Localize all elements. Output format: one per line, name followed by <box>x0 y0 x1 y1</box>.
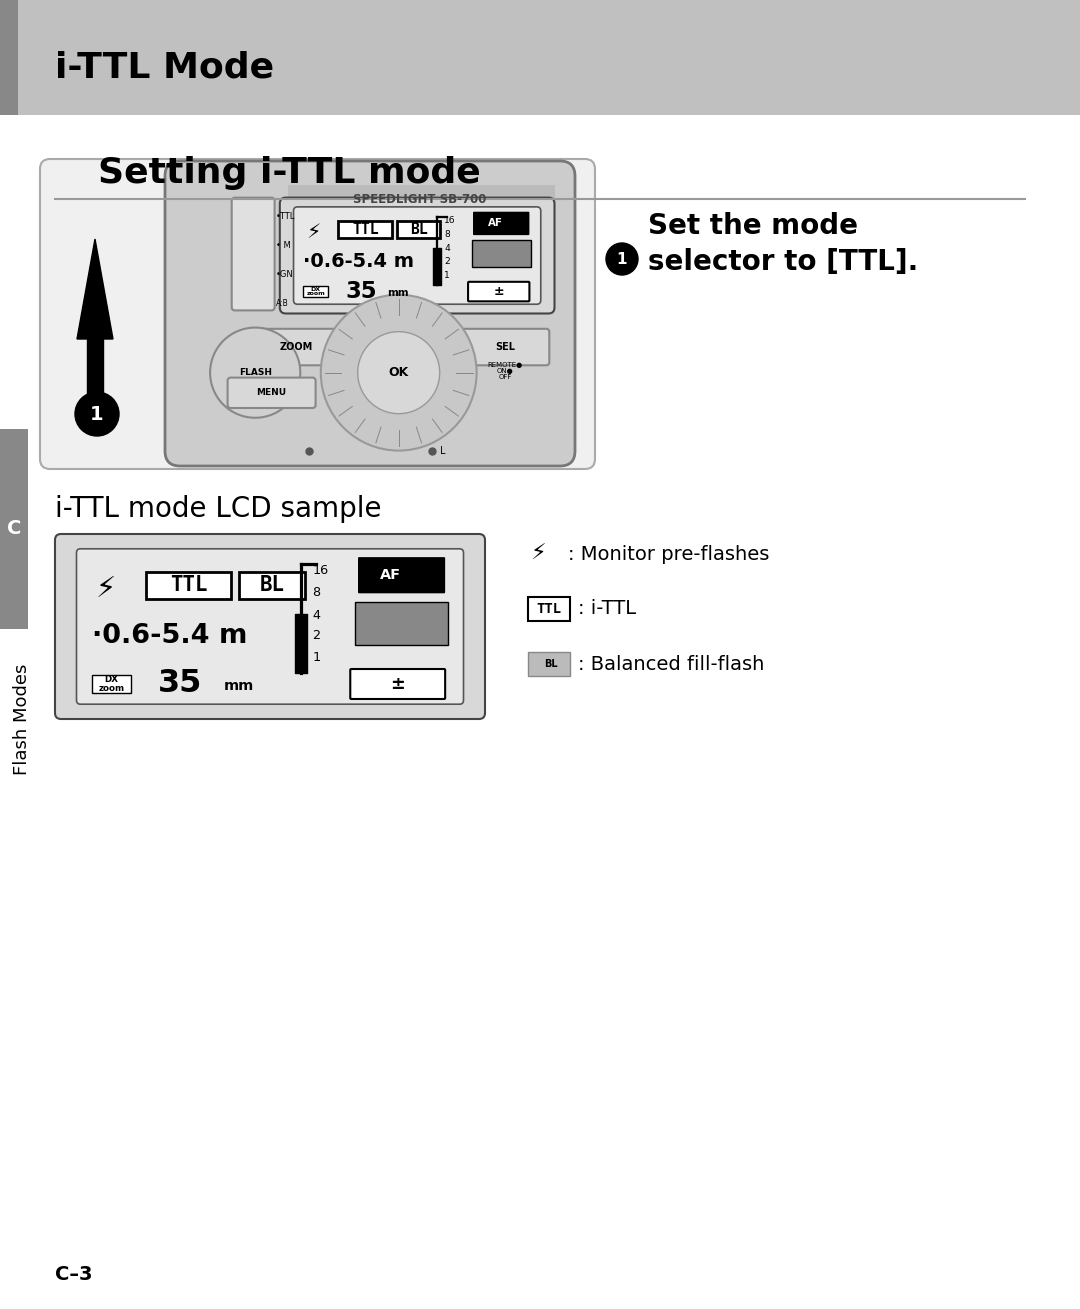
Text: ⚡: ⚡ <box>306 223 321 242</box>
Text: A:B: A:B <box>275 298 288 308</box>
FancyBboxPatch shape <box>294 207 541 304</box>
Text: MENU: MENU <box>257 389 286 398</box>
Text: 4: 4 <box>444 245 450 253</box>
Text: • M: • M <box>275 241 291 250</box>
Text: DX
zoom: DX zoom <box>98 675 124 692</box>
FancyBboxPatch shape <box>350 669 445 699</box>
FancyBboxPatch shape <box>228 377 315 408</box>
Text: 1: 1 <box>312 651 321 664</box>
Text: BL: BL <box>409 223 428 237</box>
Text: Set the mode
selector to [TTL].: Set the mode selector to [TTL]. <box>648 212 918 276</box>
Text: 1: 1 <box>444 271 450 280</box>
Text: TTL: TTL <box>352 223 379 237</box>
Text: : i-TTL: : i-TTL <box>578 600 636 618</box>
FancyBboxPatch shape <box>55 534 485 719</box>
Circle shape <box>357 331 440 414</box>
Text: DX
zoom: DX zoom <box>307 287 325 296</box>
Bar <box>0 0 1080 115</box>
Text: 2: 2 <box>444 257 450 266</box>
FancyBboxPatch shape <box>40 158 595 469</box>
FancyBboxPatch shape <box>232 198 274 310</box>
Text: : Monitor pre-flashes: : Monitor pre-flashes <box>568 545 769 563</box>
Text: Flash Modes: Flash Modes <box>13 664 31 775</box>
Text: •TTL: •TTL <box>275 212 295 221</box>
Circle shape <box>606 243 638 275</box>
Text: i-TTL Mode: i-TTL Mode <box>55 51 274 85</box>
Text: 8: 8 <box>312 586 321 598</box>
Bar <box>303 285 328 297</box>
Text: 35: 35 <box>158 669 202 699</box>
Text: SEL: SEL <box>496 342 515 352</box>
Polygon shape <box>77 240 113 339</box>
Text: FLASH: FLASH <box>239 368 272 377</box>
Bar <box>355 602 448 645</box>
FancyBboxPatch shape <box>165 161 575 466</box>
Text: 1: 1 <box>91 404 104 424</box>
FancyBboxPatch shape <box>357 558 445 593</box>
Bar <box>472 240 531 267</box>
Bar <box>338 221 392 238</box>
Text: AF: AF <box>487 219 502 229</box>
Text: TTL: TTL <box>170 576 207 596</box>
Text: SPEEDLIGHT SB-700: SPEEDLIGHT SB-700 <box>352 192 486 206</box>
Bar <box>0 429 28 630</box>
Text: OK: OK <box>389 367 409 380</box>
Text: ZOOM: ZOOM <box>280 342 313 352</box>
Text: BL: BL <box>544 658 557 669</box>
Text: ·0.6-5.4 m: ·0.6-5.4 m <box>92 623 247 649</box>
Text: AF: AF <box>380 568 402 583</box>
Bar <box>0 0 18 115</box>
Text: C: C <box>6 520 22 538</box>
Polygon shape <box>87 334 103 399</box>
Text: ⚡: ⚡ <box>530 545 545 564</box>
Text: TTL: TTL <box>537 602 562 617</box>
Text: : Balanced fill-flash: : Balanced fill-flash <box>578 654 765 674</box>
Text: Setting i-TTL mode: Setting i-TTL mode <box>98 156 481 190</box>
Bar <box>397 221 440 238</box>
Text: •GN: •GN <box>275 270 294 279</box>
Text: L: L <box>440 446 445 456</box>
Bar <box>528 652 570 675</box>
FancyBboxPatch shape <box>473 212 529 236</box>
Circle shape <box>321 295 476 450</box>
Bar <box>239 572 306 598</box>
Text: REMOTE●
ON●
OFF: REMOTE● ON● OFF <box>488 363 523 381</box>
Text: 16: 16 <box>444 216 456 225</box>
FancyBboxPatch shape <box>280 198 554 313</box>
Text: 8: 8 <box>444 229 450 238</box>
FancyBboxPatch shape <box>468 281 529 301</box>
Bar <box>288 186 554 216</box>
Circle shape <box>211 327 300 418</box>
Text: 35: 35 <box>346 280 377 304</box>
Text: 1: 1 <box>617 251 627 267</box>
Text: i-TTL mode LCD sample: i-TTL mode LCD sample <box>55 495 381 524</box>
FancyBboxPatch shape <box>77 548 463 704</box>
Text: mm: mm <box>224 678 254 692</box>
Text: mm: mm <box>388 288 409 297</box>
Text: BL: BL <box>260 576 285 596</box>
Bar <box>528 597 570 620</box>
Text: ±: ± <box>494 285 504 298</box>
Bar <box>146 572 231 598</box>
Text: 2: 2 <box>312 630 321 643</box>
Circle shape <box>75 391 119 436</box>
Bar <box>92 674 131 694</box>
Text: 16: 16 <box>312 564 328 577</box>
Text: 4: 4 <box>312 609 321 622</box>
FancyBboxPatch shape <box>461 329 550 365</box>
FancyBboxPatch shape <box>253 329 340 365</box>
Bar <box>55 158 83 190</box>
Text: ·0.6-5.4 m: ·0.6-5.4 m <box>303 251 415 271</box>
Text: C–3: C–3 <box>55 1264 93 1284</box>
Text: ±: ± <box>390 675 405 692</box>
Text: ⚡: ⚡ <box>96 575 117 603</box>
